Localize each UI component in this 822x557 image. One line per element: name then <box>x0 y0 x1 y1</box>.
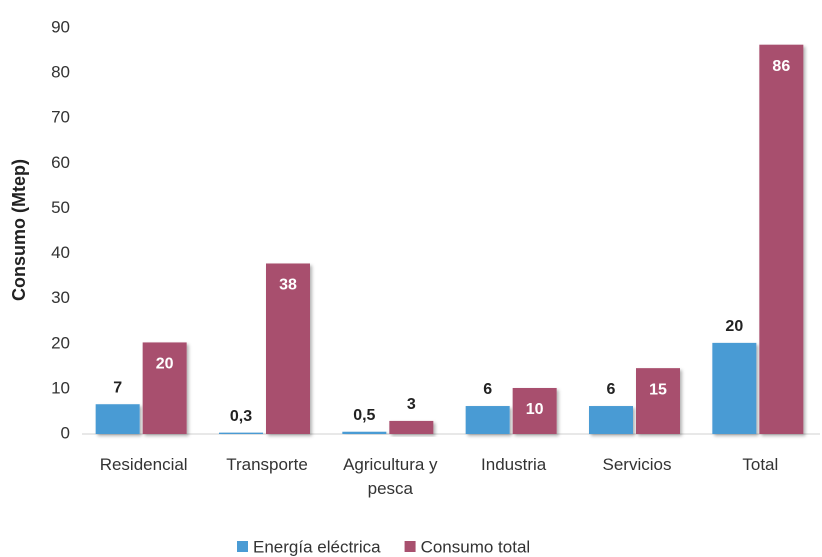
x-tick-label: Servicios <box>602 455 672 474</box>
bar <box>142 342 187 434</box>
x-tick-label: Transporte <box>226 455 308 474</box>
y-tick-label: 20 <box>51 333 70 352</box>
bar <box>465 406 510 434</box>
y-tick-label: 70 <box>51 108 70 127</box>
y-tick-label: 30 <box>51 288 70 307</box>
y-tick-label: 90 <box>51 17 70 36</box>
data-label: 20 <box>725 318 743 335</box>
bar <box>636 368 680 434</box>
y-tick-label: 60 <box>51 153 70 172</box>
y-axis-title: Consumo (Mtep) <box>9 159 29 301</box>
data-label: 6 <box>483 381 492 398</box>
legend-label: Energía eléctrica <box>253 537 381 556</box>
data-label: 15 <box>649 381 667 398</box>
data-label: 0,3 <box>230 408 252 425</box>
data-label: 10 <box>526 401 544 418</box>
x-tick-label: Total <box>742 455 779 474</box>
bar <box>389 420 434 434</box>
data-label: 7 <box>113 379 122 396</box>
y-tick-label: 10 <box>51 378 70 397</box>
legend-swatch <box>404 541 416 552</box>
x-tick-label: Residencial <box>99 455 188 474</box>
data-label: 86 <box>772 58 790 75</box>
bar <box>95 404 140 434</box>
legend-swatch <box>237 541 248 552</box>
bar <box>219 432 263 434</box>
y-tick-label: 0 <box>61 423 70 442</box>
bar <box>512 387 557 434</box>
bar <box>266 263 310 434</box>
data-label: 6 <box>607 381 616 398</box>
data-label: 20 <box>156 356 174 373</box>
legend-label: Consumo total <box>421 537 531 556</box>
y-tick-label: 50 <box>51 198 70 217</box>
y-tick-label: 40 <box>51 243 70 262</box>
bar <box>589 406 633 434</box>
x-tick-label: Agricultura y pesca <box>343 455 438 498</box>
y-tick-label: 80 <box>51 63 70 82</box>
x-tick-label: Industria <box>481 455 547 474</box>
data-label: 0,5 <box>353 407 375 424</box>
bar <box>712 342 757 434</box>
bar <box>342 431 387 434</box>
data-label: 3 <box>407 396 416 413</box>
bar <box>759 44 804 435</box>
data-label: 38 <box>279 277 297 294</box>
